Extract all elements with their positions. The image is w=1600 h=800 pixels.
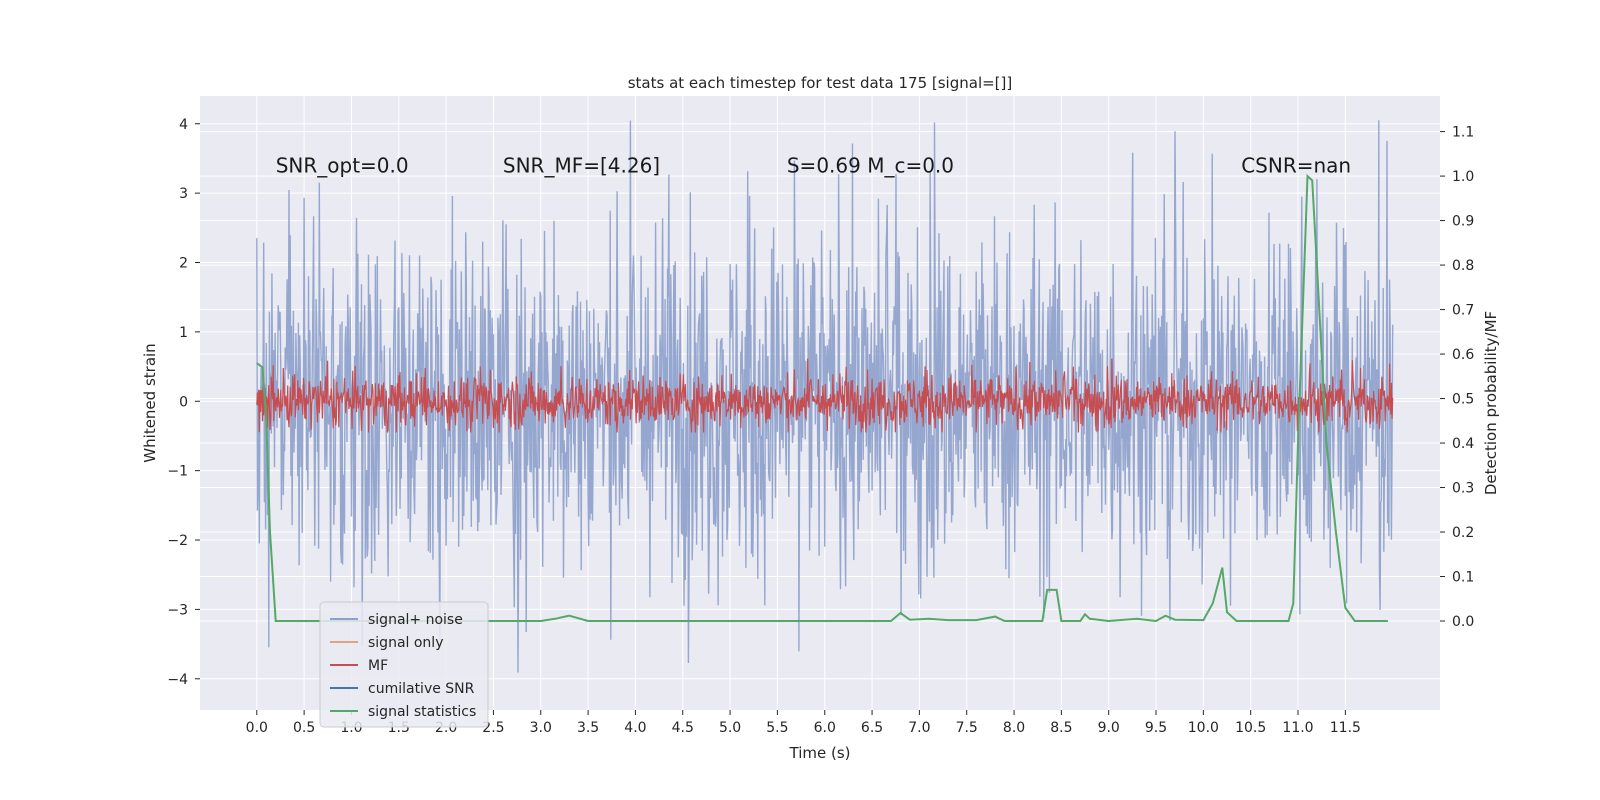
x-tick-label: 10.0 <box>1188 720 1219 736</box>
legend-label: MF <box>368 658 388 674</box>
y-right-tick-label: 0.4 <box>1452 436 1474 452</box>
x-tick-label: 6.5 <box>861 720 883 736</box>
y-tick-label: −4 <box>167 672 188 688</box>
legend-box <box>319 601 489 728</box>
x-tick-label: 6.0 <box>814 720 836 736</box>
annotations: SNR_opt=0.0 SNR_MF=[4.26] S=0.69 M_c=0.0 CS… <box>276 153 1351 177</box>
legend: signal+ noise signal only MF cumilative SNR… <box>319 601 489 728</box>
y-axis-right-label: Detection probability/MF <box>1482 311 1500 495</box>
series-signal-noise <box>256 120 1394 673</box>
series-layer <box>256 120 1394 673</box>
legend-label: cumilative SNR <box>368 681 475 697</box>
y-right-tick-label: 0.6 <box>1452 347 1474 363</box>
y-axis-label: Whitened strain <box>141 343 159 462</box>
annotation-text: SNR_MF=[4.26] <box>503 153 660 177</box>
series-mf <box>256 358 1394 433</box>
x-tick-label: 5.0 <box>719 720 741 736</box>
y-tick-label: 4 <box>179 117 188 133</box>
x-tick-label: 7.0 <box>908 720 930 736</box>
legend-label: signal only <box>368 635 443 651</box>
annotation-text: CSNR=nan <box>1241 153 1351 177</box>
x-tick-label: 3.5 <box>577 720 599 736</box>
legend-label: signal+ noise <box>368 612 463 628</box>
y-right-tick-label: 0.9 <box>1452 214 1474 230</box>
tick-labels: 0.0 0.5 1.0 1.5 2.0 2.5 3.0 3.5 4.0 4.5 5.0 5.5 6.0 6… <box>167 117 1474 736</box>
x-tick-label: 9.0 <box>1098 720 1120 736</box>
x-tick-label: 3.0 <box>530 720 552 736</box>
x-tick-label: 4.0 <box>624 720 646 736</box>
x-tick-label: 11.0 <box>1282 720 1313 736</box>
y-right-tick-label: 0.8 <box>1452 258 1474 274</box>
x-tick-label: 9.5 <box>1145 720 1167 736</box>
y-tick-label: −2 <box>167 533 188 549</box>
series-signal-statistics <box>256 173 1388 623</box>
y-tick-label: 1 <box>179 325 188 341</box>
y-right-tick-label: 0.1 <box>1452 570 1474 586</box>
x-tick-label: 10.5 <box>1235 720 1266 736</box>
x-tick-label: 7.5 <box>956 720 978 736</box>
y-tick-label: 0 <box>179 394 188 410</box>
x-tick-label: 0.0 <box>246 720 268 736</box>
annotation-text: S=0.69 M_c=0.0 <box>787 153 954 177</box>
y-right-tick-label: 0.0 <box>1452 614 1474 630</box>
y-right-tick-label: 1.0 <box>1452 169 1474 185</box>
y-tick-label: −1 <box>167 464 188 480</box>
y-tick-label: 3 <box>179 186 188 202</box>
legend-label: signal statistics <box>368 704 476 720</box>
chart-title: stats at each timestep for test data 175… <box>628 74 1013 92</box>
y-right-tick-label: 0.5 <box>1452 392 1474 408</box>
x-tick-label: 11.5 <box>1330 720 1361 736</box>
annotation-text: SNR_opt=0.0 <box>276 153 409 177</box>
x-tick-label: 4.5 <box>672 720 694 736</box>
y-right-tick-label: 1.1 <box>1452 125 1474 141</box>
y-tick-label: −3 <box>167 602 188 618</box>
y-tick-label: 2 <box>179 256 188 272</box>
x-tick-label: 5.5 <box>766 720 788 736</box>
y-right-tick-label: 0.7 <box>1452 303 1474 319</box>
x-tick-label: 8.0 <box>1003 720 1025 736</box>
y-right-tick-label: 0.3 <box>1452 481 1474 497</box>
x-axis-label: Time (s) <box>789 744 851 762</box>
x-tick-label: 0.5 <box>293 720 315 736</box>
y-right-tick-label: 0.2 <box>1452 525 1474 541</box>
x-tick-label: 8.5 <box>1050 720 1072 736</box>
